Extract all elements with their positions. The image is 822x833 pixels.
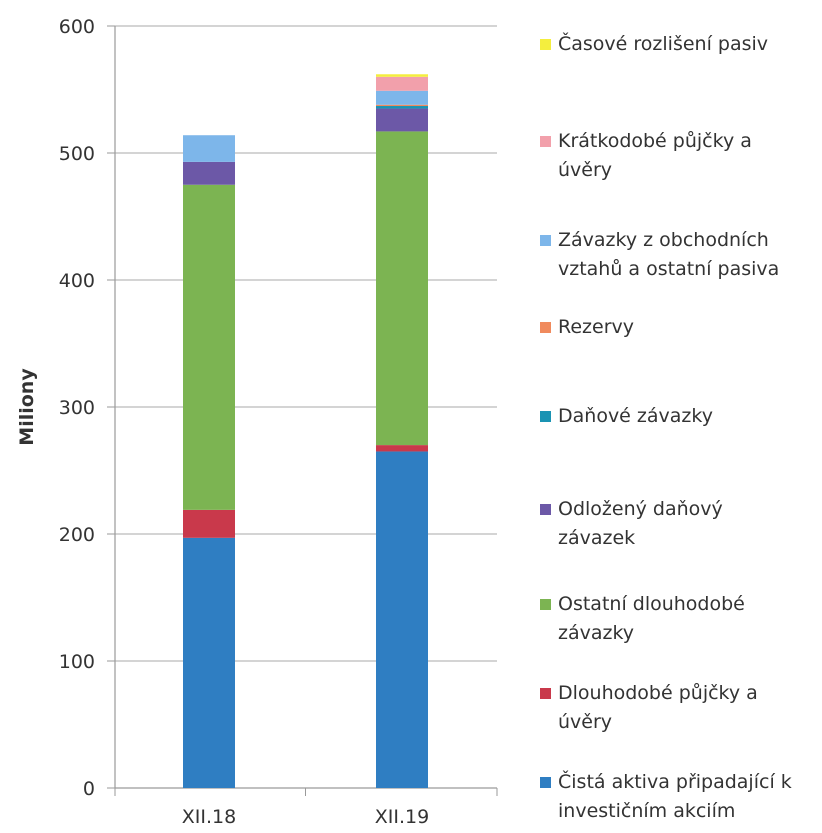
bar-segment: [376, 451, 428, 788]
bar-stacks: [183, 74, 428, 788]
legend-item: Rezervy: [540, 313, 820, 342]
bar-segment: [376, 108, 428, 132]
bar-segment: [376, 74, 428, 77]
legend-label: Čistá aktiva připadající k investičním ak…: [558, 771, 792, 822]
legend-swatch: [540, 39, 551, 50]
x-tick-labels: XII.18 XII.19: [182, 806, 429, 828]
bar-stack-xii-18: [183, 135, 235, 788]
legend-swatch: [540, 688, 551, 699]
y-tick-label: 0: [83, 778, 95, 800]
legend-label: Odložený daňový závazek: [558, 498, 723, 549]
legend-swatch: [540, 322, 551, 333]
legend-label: Dlouhodobé půjčky a úvěry: [558, 682, 758, 733]
bar-segment: [183, 537, 235, 788]
legend-item: Časové rozlišení pasiv: [540, 30, 820, 59]
y-tick-label: 300: [59, 397, 95, 419]
legend-label: Ostatní dlouhodobé závazky: [558, 593, 745, 644]
bar-segment: [376, 106, 428, 109]
bar-segment: [376, 76, 428, 91]
legend-label: Daňové závazky: [558, 405, 713, 427]
y-tick-labels: 0 100 200 300 400 500 600: [59, 16, 95, 800]
legend-label: Závazky z obchodních vztahů a ostatní pas…: [558, 229, 780, 280]
legend-label: Krátkodobé půjčky a úvěry: [558, 130, 752, 181]
legend-item: Čistá aktiva připadající k investičním ak…: [540, 768, 820, 826]
legend-swatch: [540, 235, 551, 246]
legend-label: Časové rozlišení pasiv: [558, 33, 769, 55]
bar-segment: [376, 90, 428, 105]
bar-segment: [183, 135, 235, 162]
y-tick-label: 200: [59, 524, 95, 546]
legend-item: Odložený daňový závazek: [540, 495, 820, 553]
legend: Časové rozlišení pasiv Krátkodobé půjčky …: [540, 30, 822, 830]
legend-swatch: [540, 411, 551, 422]
legend-item: Krátkodobé půjčky a úvěry: [540, 127, 820, 185]
legend-label: Rezervy: [558, 316, 634, 338]
legend-item: Daňové závazky: [540, 402, 820, 431]
legend-swatch: [540, 777, 551, 788]
bar-stack-xii-19: [376, 74, 428, 788]
y-axis-title: Miliony: [16, 368, 38, 446]
legend-swatch: [540, 599, 551, 610]
bar-segment: [376, 445, 428, 452]
legend-swatch: [540, 504, 551, 515]
gridlines: [107, 25, 498, 796]
x-tick-label: XII.18: [182, 806, 236, 828]
legend-swatch: [540, 136, 551, 147]
bar-segment: [183, 161, 235, 185]
y-tick-label: 500: [59, 143, 95, 165]
y-tick-label: 400: [59, 270, 95, 292]
bar-segment: [376, 104, 428, 107]
y-tick-label: 600: [59, 16, 95, 38]
legend-item: Dlouhodobé půjčky a úvěry: [540, 679, 820, 737]
y-tick-label: 100: [59, 651, 95, 673]
x-tick-label: XII.19: [375, 806, 429, 828]
bar-segment: [183, 509, 235, 538]
bar-segment: [376, 131, 428, 446]
bar-segment: [183, 184, 235, 510]
legend-item: Závazky z obchodních vztahů a ostatní pas…: [540, 226, 820, 284]
legend-item: Ostatní dlouhodobé závazky: [540, 590, 820, 648]
